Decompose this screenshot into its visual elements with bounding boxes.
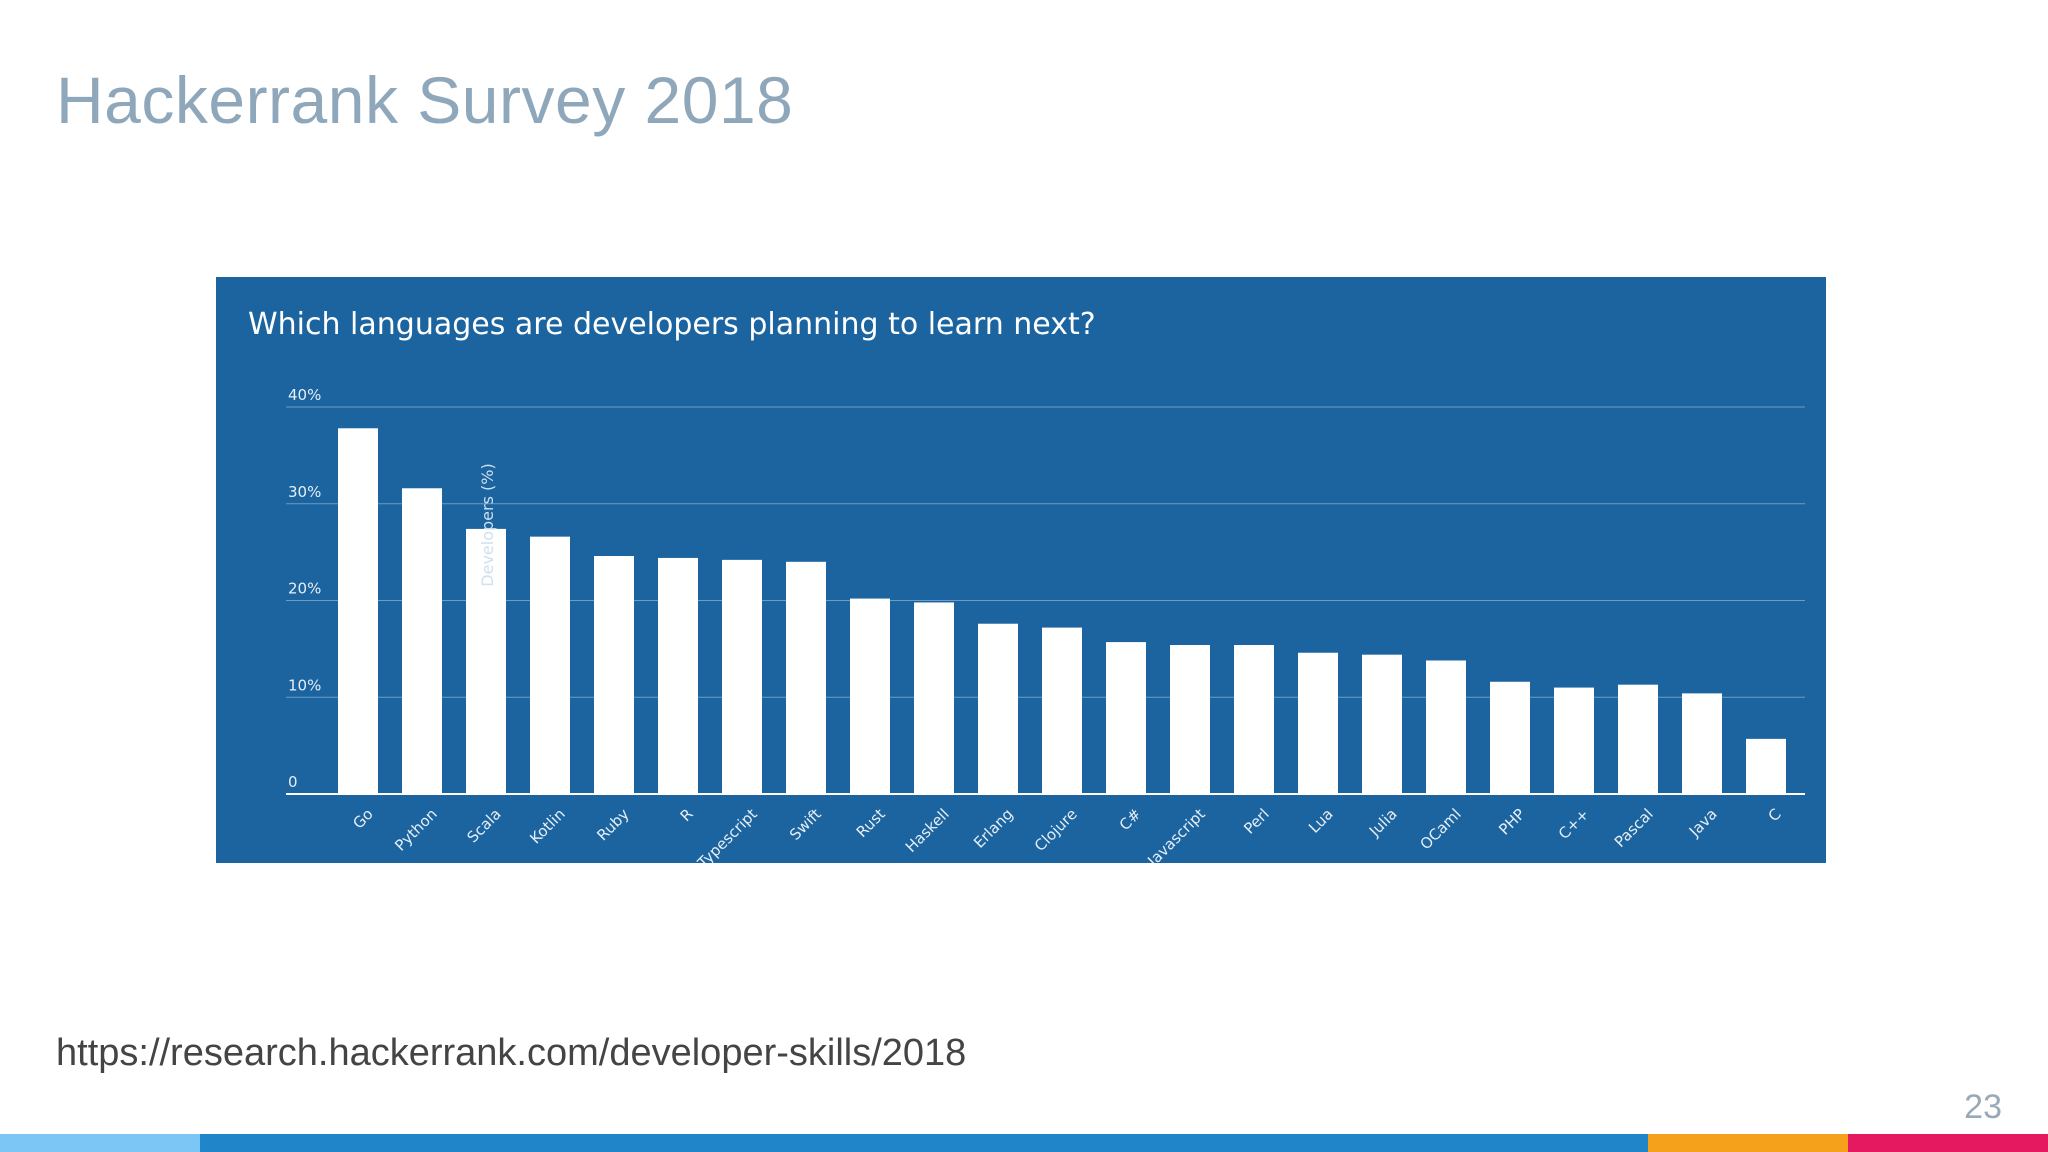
bar-javascript — [1170, 645, 1210, 794]
x-tick-label: Java — [1685, 805, 1721, 841]
bar-c — [1746, 738, 1786, 794]
x-tick-label: Julia — [1365, 805, 1401, 841]
bar-rust — [850, 598, 890, 794]
y-tick-label: 0 — [288, 773, 298, 791]
x-tick-label: Rust — [853, 805, 889, 841]
footer-segment-light-blue — [0, 1134, 200, 1152]
x-tick-label: Javascript — [1143, 805, 1208, 863]
bar-erlang — [978, 623, 1018, 794]
bar-scala — [466, 528, 506, 794]
bar-c- — [1554, 687, 1594, 794]
footer-color-bar — [0, 1134, 2048, 1152]
y-tick-label: 10% — [288, 676, 321, 694]
chart-title: Which languages are developers planning … — [248, 307, 1096, 342]
bar-c- — [1106, 642, 1146, 794]
slide-title: Hackerrank Survey 2018 — [56, 63, 794, 137]
x-tick-label: Lua — [1305, 805, 1337, 837]
bar-r — [658, 557, 698, 794]
x-tick-label: Perl — [1240, 805, 1273, 838]
footer-segment-blue — [200, 1134, 1648, 1152]
footer-segment-pink — [1848, 1134, 2048, 1152]
bar-clojure — [1042, 627, 1082, 794]
bar-pascal — [1618, 684, 1658, 794]
chart-panel: Which languages are developers planning … — [216, 277, 1826, 863]
y-tick-label: 20% — [288, 580, 321, 598]
source-url[interactable]: https://research.hackerrank.com/develope… — [56, 1032, 967, 1074]
bar-julia — [1362, 654, 1402, 794]
bar-ruby — [594, 555, 634, 794]
x-tick-label: Clojure — [1031, 805, 1081, 855]
x-tick-label: C++ — [1555, 805, 1593, 843]
bar-java — [1682, 693, 1722, 794]
y-tick-label: 40% — [288, 386, 321, 404]
x-tick-label: Erlang — [970, 805, 1017, 852]
bar-perl — [1234, 645, 1274, 794]
x-tick-label: Typescript — [693, 805, 760, 863]
x-tick-label: R — [677, 805, 697, 825]
page-number: 23 — [1964, 1088, 2002, 1126]
bar-typescript — [722, 559, 762, 794]
footer-segment-orange — [1648, 1134, 1848, 1152]
x-tick-label: Ruby — [593, 805, 632, 844]
y-tick-label: 30% — [288, 483, 321, 501]
x-tick-label: Pascal — [1611, 805, 1657, 851]
bar-swift — [786, 561, 826, 794]
y-axis-title: Developers (%) — [478, 463, 497, 586]
bar-python — [402, 488, 442, 794]
x-tick-label: C — [1765, 805, 1785, 825]
x-tick-label: Scala — [464, 805, 505, 846]
x-tick-label: Haskell — [902, 805, 953, 856]
x-tick-label: Kotlin — [526, 805, 568, 847]
bar-haskell — [914, 602, 954, 794]
x-tick-label: Go — [349, 805, 376, 832]
bar-go — [338, 428, 378, 794]
x-tick-label: OCaml — [1416, 805, 1464, 853]
x-tick-label: Python — [391, 805, 440, 854]
bar-kotlin — [530, 536, 570, 794]
x-tick-label: C# — [1116, 805, 1145, 834]
x-tick-label: PHP — [1495, 805, 1528, 838]
bar-layer — [338, 428, 1786, 794]
bar-ocaml — [1426, 660, 1466, 794]
x-tick-label: Swift — [786, 805, 825, 844]
bar-lua — [1298, 652, 1338, 794]
bar-chart: Which languages are developers planning … — [248, 307, 1805, 863]
bar-php — [1490, 681, 1530, 794]
